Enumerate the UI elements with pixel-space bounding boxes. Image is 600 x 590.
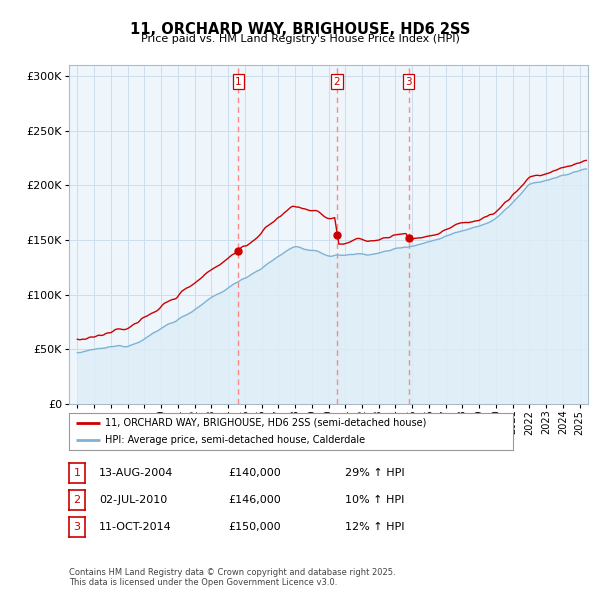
Text: 29% ↑ HPI: 29% ↑ HPI (345, 468, 404, 478)
Text: 10% ↑ HPI: 10% ↑ HPI (345, 496, 404, 505)
Text: £150,000: £150,000 (228, 522, 281, 532)
Text: 12% ↑ HPI: 12% ↑ HPI (345, 522, 404, 532)
Text: Price paid vs. HM Land Registry's House Price Index (HPI): Price paid vs. HM Land Registry's House … (140, 34, 460, 44)
Text: £146,000: £146,000 (228, 496, 281, 505)
Text: 11, ORCHARD WAY, BRIGHOUSE, HD6 2SS (semi-detached house): 11, ORCHARD WAY, BRIGHOUSE, HD6 2SS (sem… (104, 418, 426, 428)
Text: 3: 3 (74, 522, 80, 532)
Text: 11-OCT-2014: 11-OCT-2014 (99, 522, 172, 532)
Text: 3: 3 (405, 77, 412, 87)
Text: HPI: Average price, semi-detached house, Calderdale: HPI: Average price, semi-detached house,… (104, 435, 365, 445)
Text: 13-AUG-2004: 13-AUG-2004 (99, 468, 173, 478)
Text: 2: 2 (334, 77, 340, 87)
Text: 02-JUL-2010: 02-JUL-2010 (99, 496, 167, 505)
Text: 2: 2 (74, 496, 80, 505)
Text: 1: 1 (74, 468, 80, 478)
Text: 1: 1 (235, 77, 242, 87)
Text: 11, ORCHARD WAY, BRIGHOUSE, HD6 2SS: 11, ORCHARD WAY, BRIGHOUSE, HD6 2SS (130, 22, 470, 37)
Text: £140,000: £140,000 (228, 468, 281, 478)
Text: Contains HM Land Registry data © Crown copyright and database right 2025.
This d: Contains HM Land Registry data © Crown c… (69, 568, 395, 587)
